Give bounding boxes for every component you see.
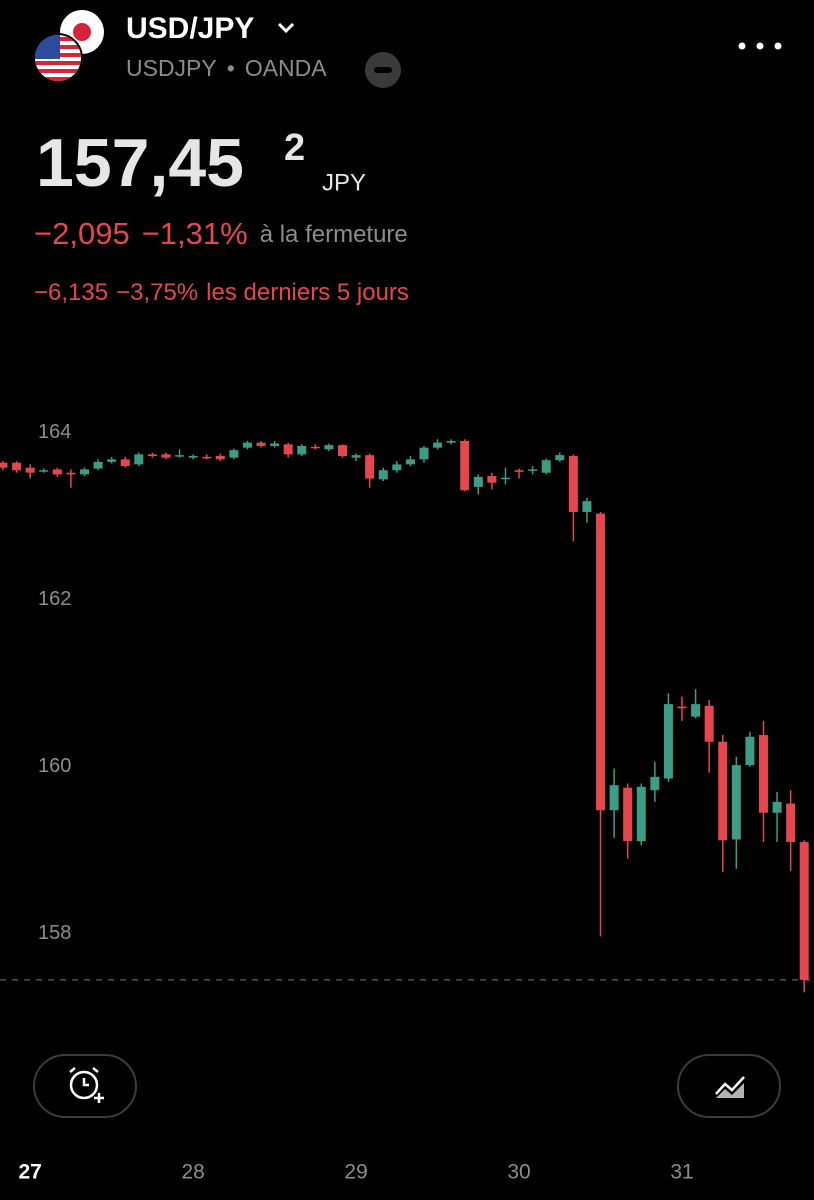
five-day-label: les derniers 5 jours (206, 279, 409, 306)
candle-body (758, 735, 768, 813)
candle-body (568, 456, 578, 512)
candle-body (202, 456, 212, 459)
candle-body (12, 462, 22, 471)
candle-body (541, 460, 551, 473)
pair-title[interactable]: USD/JPY (126, 12, 254, 45)
candle-body (242, 442, 252, 448)
exchange: OANDA (245, 55, 327, 81)
candle-body (663, 704, 673, 779)
candle-body (514, 470, 524, 472)
candle-body (731, 765, 741, 840)
x-tick-label: 29 (344, 1161, 367, 1184)
candle-body (460, 440, 470, 491)
candle-body (215, 456, 225, 460)
candle-body (134, 454, 144, 465)
currency: JPY (322, 169, 366, 196)
candle-body (405, 459, 415, 465)
candle-body (338, 445, 347, 457)
candle-body (392, 464, 402, 471)
x-tick-label: 31 (670, 1161, 693, 1184)
candle-body (691, 704, 701, 717)
candle-body (324, 445, 334, 450)
alert-button[interactable] (33, 1054, 137, 1118)
candle-body (718, 741, 728, 841)
candle-body (378, 470, 388, 480)
candle-body (487, 476, 497, 483)
pair-flags (33, 10, 104, 83)
candle-body (229, 450, 239, 458)
candle-body (283, 444, 293, 455)
five-day-change: −6,135 −3,75% les derniers 5 jours (34, 279, 409, 306)
candle-body (704, 705, 714, 742)
candle-body (107, 459, 117, 462)
symbol: USDJPY (126, 55, 217, 81)
chart-type-button[interactable] (677, 1054, 781, 1118)
candle-body (528, 469, 538, 471)
y-tick-label: 162 (38, 588, 71, 610)
candle-body (188, 456, 198, 458)
y-tick-label: 158 (38, 922, 71, 944)
candle-body (39, 470, 49, 472)
candle-body (175, 455, 185, 457)
candle-body (351, 455, 361, 458)
y-tick-label: 164 (38, 421, 71, 443)
y-tick-label: 160 (38, 755, 71, 777)
candle-body (677, 706, 687, 709)
day-change-percent: −1,31% (142, 216, 248, 251)
chevron[interactable] (277, 22, 295, 34)
candle-body (446, 440, 456, 443)
price-last-digit: 2 (284, 127, 305, 169)
day-change-value: −2,095 (34, 216, 130, 251)
candle-body (799, 841, 809, 980)
candle-body (609, 785, 619, 811)
candle-body (636, 786, 646, 842)
day-change-label: à la fermeture (260, 221, 408, 248)
candle-body (473, 476, 483, 487)
candle-body (161, 454, 171, 458)
x-tick-label: 30 (507, 1161, 530, 1184)
candle-body (500, 477, 510, 480)
candle-body (596, 513, 606, 811)
candle-body (256, 442, 266, 446)
candlestick-chart: 158 160 162 164 27 28 29 30 31 (0, 421, 814, 1184)
x-tick-label: 27 (18, 1161, 41, 1184)
candle-body (582, 501, 592, 512)
candle-body (52, 469, 62, 475)
candle-body (365, 455, 375, 479)
candle-body (623, 787, 633, 842)
five-day-value: −6,135 (34, 279, 108, 306)
candle-body (66, 472, 76, 475)
candle-body (772, 801, 782, 813)
separator: • (227, 55, 235, 81)
day-change: −2,095 −1,31% à la fermeture (34, 216, 408, 251)
status-icon-minus (374, 67, 392, 73)
candle-body (786, 803, 796, 842)
candle-body (310, 446, 320, 449)
candle-body (650, 776, 660, 791)
candle-body (270, 443, 280, 446)
x-tick-label: 28 (181, 1161, 204, 1184)
candle-body (25, 467, 35, 473)
candle-body (555, 455, 565, 461)
price: 157,45 (36, 125, 244, 201)
five-day-percent: −3,75% (116, 279, 198, 306)
more-menu[interactable] (738, 42, 782, 50)
candle-body (433, 442, 443, 448)
candle-body (297, 445, 307, 455)
candle-body (93, 461, 103, 469)
candle-body (120, 459, 130, 467)
symbol-line: USDJPY • OANDA (126, 55, 327, 81)
candle-body (745, 736, 755, 766)
candle-body (79, 469, 89, 475)
candle-body (419, 447, 429, 460)
candle-body (147, 454, 157, 457)
candle-body (0, 462, 8, 468)
